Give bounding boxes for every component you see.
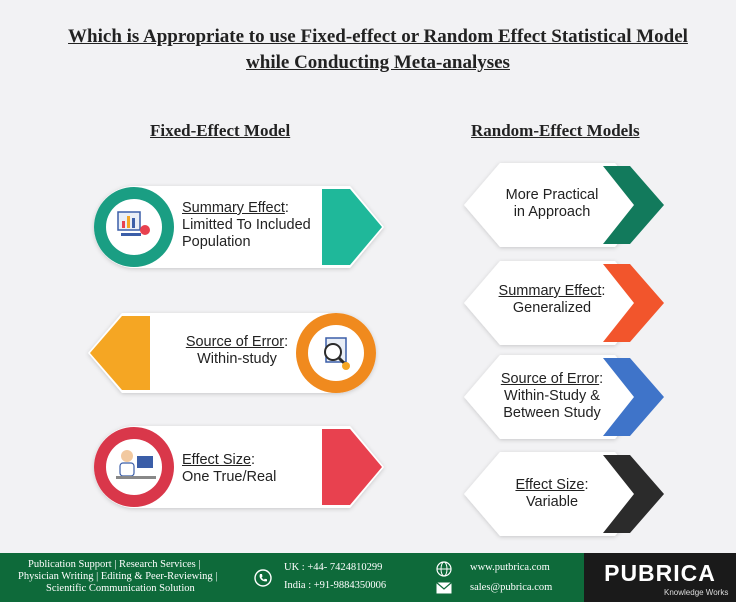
fixed-label-1-line3: Population — [182, 234, 251, 250]
logo-text: PUBRICA — [604, 560, 716, 586]
random-item-summary-effect — [464, 261, 664, 345]
random-label-2-line2: Generalized — [512, 300, 592, 316]
fixed-label-1-line2: Limitted To Included — [182, 217, 311, 233]
fixed-arrow-3 — [322, 429, 382, 505]
random-arrow-3 — [603, 358, 664, 436]
footer-services-3: Scientific Communication Solution — [46, 583, 195, 594]
title-line-1: Which is Appropriate to use Fixed-effect… — [68, 26, 688, 47]
footer-uk-phone: UK : +44- 7424810299 — [284, 562, 383, 573]
footer-india-phone: India : +91-9884350006 — [284, 580, 387, 591]
random-item-practical — [464, 163, 664, 247]
random-label-2-key: Summary Effect — [498, 283, 602, 299]
random-arrow-4 — [603, 455, 664, 533]
pubrica-logo: PUBRICA Knowledge Works — [584, 553, 736, 602]
random-label-3-line3: Between Study — [503, 405, 601, 421]
fixed-item-effect-size — [94, 426, 384, 508]
random-label-2: Summary Effect: Generalized — [498, 283, 606, 316]
fixed-arrow-2 — [90, 316, 150, 390]
footer-email-link[interactable]: sales@pubrica.com — [470, 582, 553, 593]
fixed-item-source-of-error — [88, 313, 376, 393]
page-title: Which is Appropriate to use Fixed-effect… — [20, 24, 736, 76]
doctor-computer-icon — [116, 450, 156, 479]
random-label-4: Effect Size: Variable — [515, 477, 589, 510]
fixed-item-summary-effect — [94, 186, 384, 268]
fixed-label-2: Source of Error: Within-study — [185, 334, 289, 367]
random-label-4-line2: Variable — [525, 494, 579, 510]
charts-icon — [117, 211, 150, 236]
random-arrow-1 — [603, 166, 664, 244]
footer-bar: Publication Support | Research Services … — [0, 553, 736, 602]
fixed-label-2-line2: Within-study — [197, 351, 277, 367]
mail-icon — [436, 582, 452, 594]
fixed-label-3-key: Effect Size — [182, 452, 252, 468]
random-item-source-of-error — [464, 355, 664, 439]
fixed-label-3-line2: One True/Real — [182, 469, 277, 485]
footer-services-2: Physician Writing | Editing & Peer-Revie… — [18, 571, 218, 582]
random-label-3-key: Source of Error — [500, 371, 600, 387]
random-item-effect-size — [464, 452, 664, 536]
globe-icon — [436, 561, 452, 577]
random-arrow-2 — [603, 264, 664, 342]
fixed-label-1-key: Summary Effect — [182, 200, 285, 216]
random-label-1-line2: in Approach — [513, 204, 591, 220]
random-heading: Random-Effect Models — [471, 121, 640, 140]
random-label-3: Source of Error: Within-Study & Between … — [500, 371, 604, 421]
fixed-heading: Fixed-Effect Model — [150, 121, 291, 140]
logo-tagline: Knowledge Works — [664, 588, 729, 597]
title-line-2: while Conducting Meta-analyses — [246, 52, 510, 73]
random-label-1: More Practical in Approach — [494, 187, 610, 221]
fixed-label-3: Effect Size: One True/Real — [182, 452, 277, 485]
footer-website-link[interactable]: www.putbrica.com — [470, 562, 550, 573]
fixed-label-2-key: Source of Error — [185, 334, 285, 350]
magnifier-report-icon — [324, 337, 350, 370]
random-label-4-key: Effect Size — [515, 477, 585, 493]
footer-services-1: Publication Support | Research Services … — [28, 559, 201, 570]
fixed-label-1: Summary Effect: Limitted To Included Pop… — [182, 200, 311, 250]
random-label-1-line1: More Practical — [505, 187, 599, 203]
fixed-arrow-1 — [322, 189, 382, 265]
random-label-3-line2: Within-Study & — [504, 388, 600, 404]
phone-icon — [254, 569, 272, 587]
